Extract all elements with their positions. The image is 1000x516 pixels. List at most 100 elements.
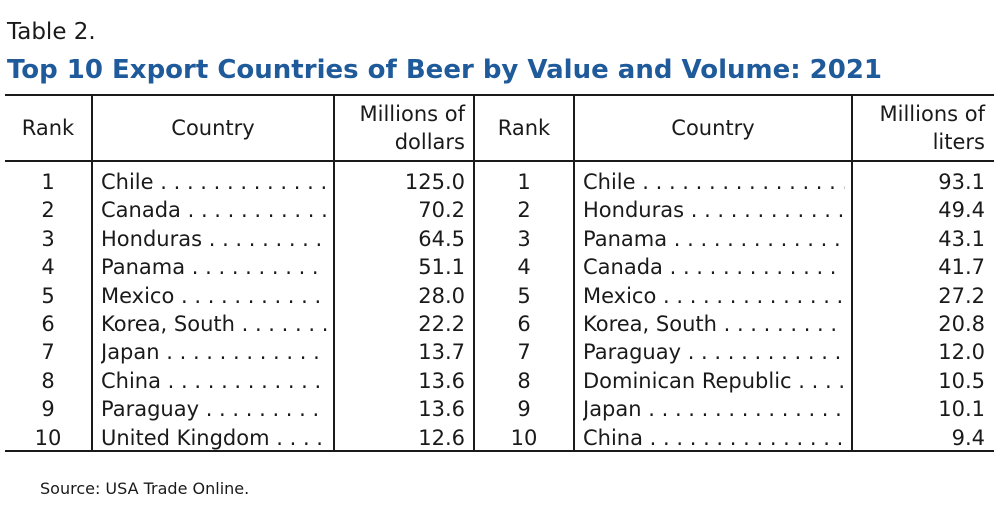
dot-leader: . . . . . . . . . . . . . . . . . . . . …: [191, 255, 327, 279]
rank-cell: 3: [41, 227, 55, 251]
value-cell: 13.6: [418, 369, 465, 393]
table-title: Top 10 Export Countries of Beer by Value…: [7, 55, 883, 85]
country-cell: Chile . . . . . . . . . . . . . . . . . …: [583, 168, 845, 196]
rank-cell: 10: [34, 426, 62, 450]
rank-cell: 3: [517, 227, 531, 251]
value-cell: 10.5: [938, 369, 985, 393]
bottom-rule: [5, 450, 994, 452]
country-name: Mexico: [101, 284, 175, 308]
country-name: Paraguay: [583, 340, 682, 364]
country-name: Dominican Republic: [583, 369, 792, 393]
rank-cell: 9: [41, 397, 55, 421]
rank-cell: 6: [41, 312, 55, 336]
country-cell: Canada . . . . . . . . . . . . . . . . .…: [101, 196, 327, 224]
dot-leader: . . . . . . . . . . . . . . . . . . . . …: [160, 170, 327, 194]
header-rule: [5, 160, 994, 162]
country-name: China: [101, 369, 161, 393]
value-cell: 51.1: [418, 255, 465, 279]
country-name: United Kingdom: [101, 426, 270, 450]
value-cell: 9.4: [951, 426, 985, 450]
rank-cell: 1: [517, 170, 531, 194]
header-rank-right: Rank: [497, 116, 551, 140]
country-name: Japan: [583, 397, 642, 421]
country-cell: Panama . . . . . . . . . . . . . . . . .…: [583, 225, 845, 253]
country-cell: Paraguay . . . . . . . . . . . . . . . .…: [583, 338, 845, 366]
country-name: China: [583, 426, 643, 450]
dot-leader: . . . . . . . . . . . . . . . . . . . . …: [167, 369, 327, 393]
divider-value-rank-right: [473, 95, 475, 451]
country-cell: China . . . . . . . . . . . . . . . . . …: [583, 424, 845, 452]
country-cell: Mexico . . . . . . . . . . . . . . . . .…: [101, 282, 327, 310]
country-cell: Dominican Republic . . . . . . . . . . .…: [583, 367, 845, 395]
rank-cell: 4: [41, 255, 55, 279]
rank-cell: 7: [517, 340, 531, 364]
country-name: Chile: [101, 170, 154, 194]
country-cell: Japan . . . . . . . . . . . . . . . . . …: [101, 338, 327, 366]
country-cell: Canada . . . . . . . . . . . . . . . . .…: [583, 253, 845, 281]
country-cell: Korea, South . . . . . . . . . . . . . .…: [101, 310, 327, 338]
country-name: Canada: [583, 255, 663, 279]
rank-cell: 6: [517, 312, 531, 336]
country-name: Mexico: [583, 284, 657, 308]
dot-leader: . . . . . . . . . . . . . . . . . . . . …: [669, 255, 845, 279]
dot-leader: . . . . . . . . . . . . . . . . . . . . …: [648, 397, 845, 421]
rank-cell: 5: [41, 284, 55, 308]
divider-country-value-left: [333, 95, 335, 451]
divider-country-value-right: [851, 95, 853, 451]
dot-leader: . . . . . . . . . . . . . . . . . . . . …: [673, 227, 845, 251]
value-cell: 125.0: [404, 170, 465, 194]
dot-leader: . . . . . . . . . . . . . . . . . . . . …: [687, 340, 845, 364]
value-cell: 41.7: [938, 255, 985, 279]
value-cell: 22.2: [418, 312, 465, 336]
country-cell: Chile . . . . . . . . . . . . . . . . . …: [101, 168, 327, 196]
value-cell: 27.2: [938, 284, 985, 308]
dot-leader: . . . . . . . . . . . . . . . . . . . . …: [723, 312, 845, 336]
country-name: Canada: [101, 198, 181, 222]
dot-leader: . . . . . . . . . . . . . . . . . . . . …: [241, 312, 327, 336]
dot-leader: . . . . . . . . . . . . . . . . . . . . …: [276, 426, 327, 450]
value-cell: 49.4: [938, 198, 985, 222]
divider-rank-country-left: [91, 95, 93, 451]
value-cell: 64.5: [418, 227, 465, 251]
rank-cell: 8: [517, 369, 531, 393]
country-name: Korea, South: [101, 312, 235, 336]
header-value-right-line1: Millions of: [879, 102, 985, 126]
top-rule: [5, 94, 994, 96]
header-value-left-line2: dollars: [394, 130, 465, 154]
source-note: Source: USA Trade Online.: [40, 479, 250, 498]
value-cell: 28.0: [418, 284, 465, 308]
dot-leader: . . . . . . . . . . . . . . . . . . . . …: [181, 284, 327, 308]
country-cell: Paraguay . . . . . . . . . . . . . . . .…: [101, 395, 327, 423]
country-name: Panama: [101, 255, 186, 279]
value-cell: 20.8: [938, 312, 985, 336]
country-name: Panama: [583, 227, 668, 251]
dot-leader: . . . . . . . . . . . . . . . . . . . . …: [642, 170, 845, 194]
value-cell: 13.7: [418, 340, 465, 364]
rank-cell: 4: [517, 255, 531, 279]
header-rank-left: Rank: [21, 116, 75, 140]
country-name: Honduras: [101, 227, 203, 251]
value-cell: 12.0: [938, 340, 985, 364]
rank-cell: 10: [510, 426, 538, 450]
rank-cell: 5: [517, 284, 531, 308]
value-cell: 43.1: [938, 227, 985, 251]
divider-rank-country-right: [573, 95, 575, 451]
value-cell: 12.6: [418, 426, 465, 450]
country-cell: Korea, South . . . . . . . . . . . . . .…: [583, 310, 845, 338]
value-cell: 10.1: [938, 397, 985, 421]
dot-leader: . . . . . . . . . . . . . . . . . . . . …: [690, 198, 845, 222]
dot-leader: . . . . . . . . . . . . . . . . . . . . …: [663, 284, 845, 308]
country-name: Chile: [583, 170, 636, 194]
table-label: Table 2.: [7, 19, 96, 45]
dot-leader: . . . . . . . . . . . . . . . . . . . . …: [208, 227, 327, 251]
country-cell: Japan . . . . . . . . . . . . . . . . . …: [583, 395, 845, 423]
value-cell: 70.2: [418, 198, 465, 222]
country-name: Korea, South: [583, 312, 717, 336]
header-value-left-line1: Millions of: [359, 102, 465, 126]
rank-cell: 8: [41, 369, 55, 393]
header-country-left: Country: [171, 116, 255, 140]
rank-cell: 2: [41, 198, 55, 222]
rank-cell: 9: [517, 397, 531, 421]
country-name: Japan: [101, 340, 160, 364]
dot-leader: . . . . . . . . . . . . . . . . . . . . …: [166, 340, 327, 364]
